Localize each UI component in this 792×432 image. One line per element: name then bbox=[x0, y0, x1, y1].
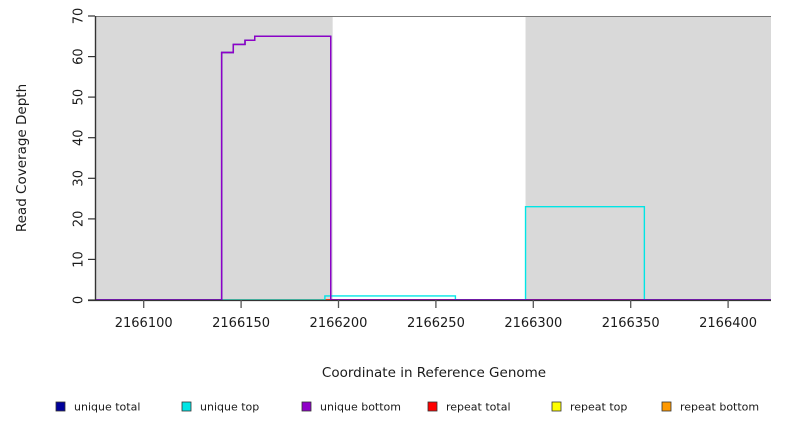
y-axis-ticks: 0 10 20 30 40 50 60 70 bbox=[72, 8, 95, 304]
legend-swatch-repeat-bottom[interactable] bbox=[661, 401, 672, 412]
y-tick-label: 30 bbox=[72, 170, 87, 187]
y-tick-label: 0 bbox=[72, 296, 87, 304]
x-tick-label: 2166200 bbox=[310, 316, 368, 331]
x-tick-label: 2166100 bbox=[115, 316, 173, 331]
legend-swatch-repeat-total[interactable] bbox=[427, 401, 438, 412]
x-axis-ticks: 2166100 2166150 2166200 2166250 2166300 21663… bbox=[115, 300, 757, 331]
legend-swatch-unique-top[interactable] bbox=[181, 401, 192, 412]
x-tick-label: 2166400 bbox=[699, 316, 757, 331]
legend-label-unique-total: unique total bbox=[74, 401, 140, 414]
legend-label-unique-top: unique top bbox=[200, 401, 259, 414]
x-tick-label: 2166150 bbox=[212, 316, 270, 331]
series-line-unique-bottom bbox=[95, 35, 771, 301]
y-tick-label: 10 bbox=[72, 251, 87, 268]
legend-label-unique-bottom: unique bottom bbox=[320, 401, 401, 414]
y-tick-label: 20 bbox=[72, 211, 87, 228]
y-tick-label: 60 bbox=[72, 48, 87, 65]
x-tick-label: 2166350 bbox=[602, 316, 660, 331]
x-tick-label: 2166300 bbox=[504, 316, 562, 331]
shaded-regions bbox=[95, 16, 771, 300]
x-axis-title: Coordinate in Reference Genome bbox=[322, 365, 546, 381]
legend-swatch-unique-total[interactable] bbox=[55, 401, 66, 412]
shaded-region-left bbox=[95, 16, 333, 300]
legend-label-repeat-bottom: repeat bottom bbox=[680, 401, 759, 414]
y-tick-label: 50 bbox=[72, 89, 87, 106]
legend-label-repeat-top: repeat top bbox=[570, 401, 627, 414]
y-tick-label: 40 bbox=[72, 129, 87, 146]
y-tick-label: 70 bbox=[72, 8, 87, 25]
y-axis-title: Read Coverage Depth bbox=[14, 84, 30, 232]
legend-swatch-unique-bottom[interactable] bbox=[301, 401, 312, 412]
legend-swatch-repeat-top[interactable] bbox=[551, 401, 562, 412]
x-tick-label: 2166250 bbox=[407, 316, 465, 331]
shaded-region-right bbox=[525, 16, 771, 300]
legend-label-repeat-total: repeat total bbox=[446, 401, 511, 414]
chart-legend: unique total unique top unique bottom repea… bbox=[55, 401, 759, 414]
